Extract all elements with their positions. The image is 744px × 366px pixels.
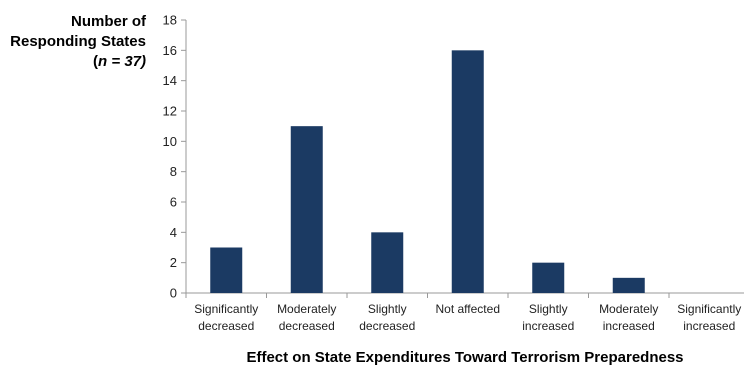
y-axis-title-line-3: (n = 37) [93, 53, 146, 70]
bar [532, 262, 565, 293]
y-tick-label: 4 [170, 225, 177, 240]
y-tick-label: 8 [170, 164, 177, 179]
x-category-labels: Significantly decreased Moderately decrease… [194, 302, 741, 333]
x-category-label: Significantly increased [677, 302, 741, 333]
y-tick-label: 10 [163, 134, 177, 149]
x-category-label: Slightly decreased [359, 302, 415, 333]
x-category-label: Significantly decreased [194, 302, 258, 333]
bar [612, 277, 645, 293]
bar [371, 232, 404, 293]
y-axis-title: Number of Responding States (n = 37) [10, 13, 147, 70]
x-category-label: Moderately increased [599, 302, 658, 333]
axes [181, 19, 744, 298]
y-tick-label: 18 [163, 13, 177, 28]
bar [290, 126, 323, 294]
y-tick-label: 2 [170, 255, 177, 270]
y-tick-labels: 0 2 4 6 8 10 12 14 16 18 [163, 13, 177, 301]
y-tick-label: 16 [163, 43, 177, 58]
bar [210, 247, 243, 293]
y-tick-label: 14 [163, 73, 177, 88]
x-category-label: Slightly increased [522, 302, 574, 333]
bars [210, 50, 645, 294]
x-category-label: Not affected [436, 302, 501, 316]
bar [451, 50, 484, 294]
y-tick-label: 6 [170, 195, 177, 210]
y-tick-label: 0 [170, 286, 177, 301]
y-axis-title-line-2: Responding States [10, 33, 146, 50]
x-axis-title: Effect on State Expenditures Toward Terr… [246, 349, 683, 366]
y-tick-label: 12 [163, 104, 177, 119]
x-category-label: Moderately decreased [277, 302, 336, 333]
y-axis-title-line-1: Number of [71, 13, 147, 30]
